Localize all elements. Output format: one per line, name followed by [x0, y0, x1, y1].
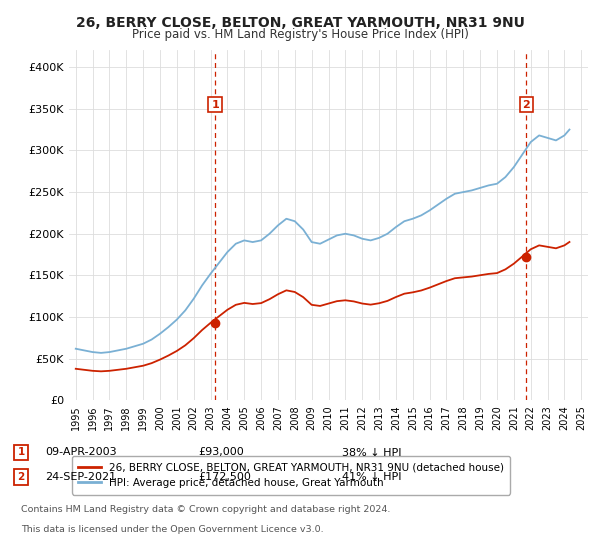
- Text: 38% ↓ HPI: 38% ↓ HPI: [342, 447, 401, 458]
- Text: 1: 1: [17, 447, 25, 458]
- Text: 41% ↓ HPI: 41% ↓ HPI: [342, 472, 401, 482]
- Text: 2: 2: [522, 100, 530, 110]
- Text: 1: 1: [211, 100, 219, 110]
- Text: Contains HM Land Registry data © Crown copyright and database right 2024.: Contains HM Land Registry data © Crown c…: [21, 505, 391, 514]
- Legend: 26, BERRY CLOSE, BELTON, GREAT YARMOUTH, NR31 9NU (detached house), HPI: Average: 26, BERRY CLOSE, BELTON, GREAT YARMOUTH,…: [71, 456, 511, 494]
- Text: £172,500: £172,500: [198, 472, 251, 482]
- Text: Price paid vs. HM Land Registry's House Price Index (HPI): Price paid vs. HM Land Registry's House …: [131, 28, 469, 41]
- Text: 09-APR-2003: 09-APR-2003: [45, 447, 116, 458]
- Text: 2: 2: [17, 472, 25, 482]
- Text: 24-SEP-2021: 24-SEP-2021: [45, 472, 116, 482]
- Text: This data is licensed under the Open Government Licence v3.0.: This data is licensed under the Open Gov…: [21, 525, 323, 534]
- Text: £93,000: £93,000: [198, 447, 244, 458]
- Text: 26, BERRY CLOSE, BELTON, GREAT YARMOUTH, NR31 9NU: 26, BERRY CLOSE, BELTON, GREAT YARMOUTH,…: [76, 16, 524, 30]
